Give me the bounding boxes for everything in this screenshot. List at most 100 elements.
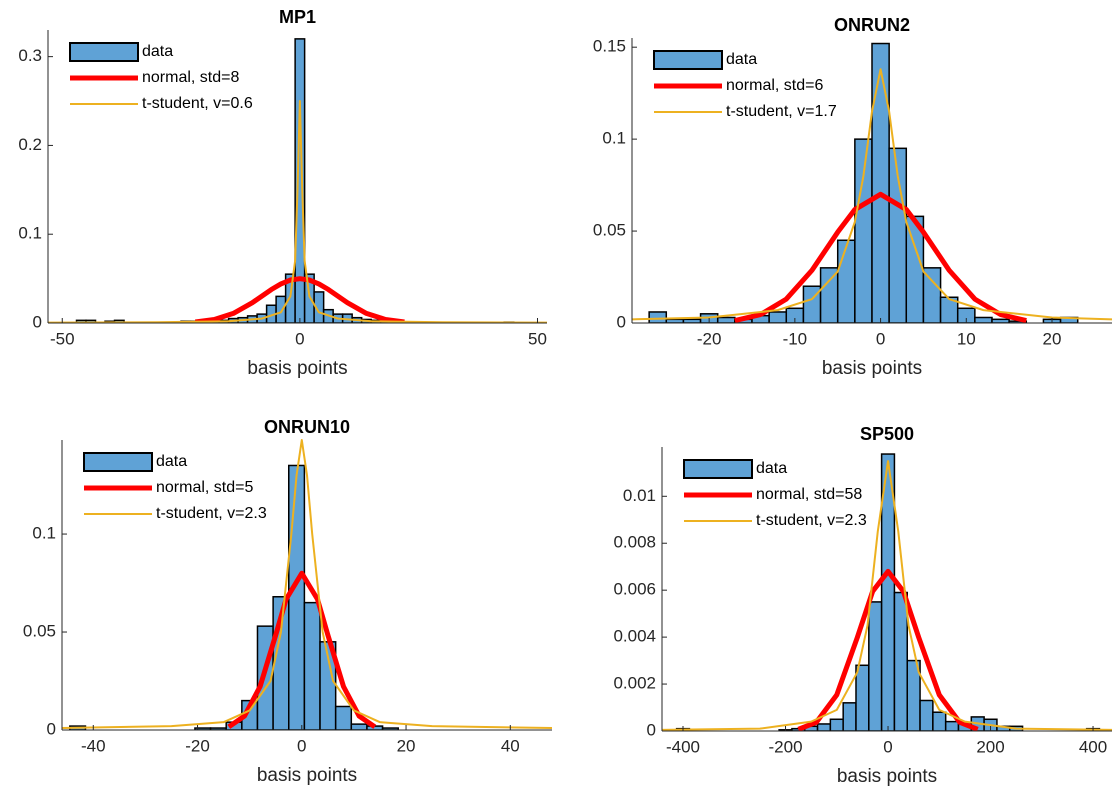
legend-swatch xyxy=(69,42,139,62)
subplot: -50 0 50 0 0.1 0.2 0.3 MP1 basis points data norma… xyxy=(18,7,547,379)
histogram-bar xyxy=(854,138,873,323)
legend-label: t-student, v=2.3 xyxy=(756,512,867,529)
legend-label: normal, std=5 xyxy=(156,479,253,496)
legend-swatch xyxy=(653,50,723,70)
x-tick-label: 200 xyxy=(976,737,1004,756)
legend-label: data xyxy=(156,453,187,470)
y-tick-label: 0.008 xyxy=(613,533,656,552)
y-tick-label: 0.3 xyxy=(18,46,42,65)
histogram-bar xyxy=(716,316,736,323)
legend-label: t-student, v=2.3 xyxy=(156,505,267,522)
histogram-bar xyxy=(334,705,353,730)
histogram-bar xyxy=(819,267,839,323)
y-tick-label: 0.004 xyxy=(613,627,656,646)
histogram-bar xyxy=(836,239,856,323)
histogram-bar xyxy=(288,464,306,730)
histogram-bar xyxy=(922,267,942,323)
chart-title: ONRUN10 xyxy=(264,417,350,437)
plot-area xyxy=(632,42,1112,323)
histogram-bar xyxy=(855,664,870,731)
plot-area xyxy=(62,439,552,730)
histogram-bar xyxy=(816,723,832,731)
x-axis-label: basis points xyxy=(257,765,357,786)
x-tick-label: 20 xyxy=(1043,329,1062,348)
chart-title: SP500 xyxy=(860,424,914,444)
x-tick-label: -50 xyxy=(50,329,75,348)
histogram-bar xyxy=(682,318,702,323)
chart-title: MP1 xyxy=(279,7,316,27)
x-tick-label: -40 xyxy=(81,736,106,755)
histogram-bar xyxy=(868,601,883,731)
legend-label: t-student, v=1.7 xyxy=(726,103,837,120)
x-tick-label: -20 xyxy=(185,736,210,755)
legend-label: data xyxy=(726,51,757,68)
x-tick-label: 400 xyxy=(1079,737,1107,756)
histogram-bar xyxy=(932,711,947,731)
x-tick-label: 10 xyxy=(957,329,976,348)
curve xyxy=(797,568,979,731)
histogram-bar xyxy=(303,601,321,730)
histogram-bar xyxy=(944,720,960,731)
curve xyxy=(62,439,552,730)
curve xyxy=(632,68,1112,321)
curve xyxy=(48,100,547,323)
y-tick-label: 0 xyxy=(33,312,42,331)
histogram-bar xyxy=(893,591,908,731)
histogram-bar xyxy=(313,291,325,323)
x-tick-label: 0 xyxy=(295,329,304,348)
x-tick-label: 40 xyxy=(501,736,520,755)
chart-title: ONRUN2 xyxy=(834,15,910,35)
subplot: -40 -20 0 20 40 0 0.05 0.1 ONRUN10 basis points da… xyxy=(23,417,552,786)
y-tick-label: 0 xyxy=(647,720,656,739)
plot-area xyxy=(48,38,547,323)
legend-label: normal, std=58 xyxy=(756,486,862,503)
histogram-bar xyxy=(768,311,788,323)
histogram-bar xyxy=(906,659,921,731)
y-tick-label: 0.002 xyxy=(613,674,656,693)
legend-label: data xyxy=(142,43,173,60)
legend-label: normal, std=8 xyxy=(142,69,239,86)
plot-area xyxy=(662,453,1112,731)
y-tick-label: 0.05 xyxy=(23,622,56,641)
curve xyxy=(662,460,1112,731)
x-tick-label: -200 xyxy=(769,737,803,756)
histogram-bar xyxy=(974,316,993,323)
x-tick-label: 50 xyxy=(528,329,547,348)
histogram-bar xyxy=(648,311,668,323)
curve xyxy=(734,191,1027,323)
curve xyxy=(227,570,377,729)
y-tick-label: 0.15 xyxy=(593,37,626,56)
x-tick-label: 0 xyxy=(883,737,892,756)
x-tick-label: 0 xyxy=(876,329,885,348)
x-tick-label: -20 xyxy=(697,329,722,348)
y-tick-label: 0.2 xyxy=(18,135,42,154)
y-tick-label: 0 xyxy=(47,719,56,738)
histogram-bar xyxy=(275,295,287,323)
histogram-bar xyxy=(350,723,368,730)
y-tick-label: 0.01 xyxy=(623,486,656,505)
x-tick-label: 20 xyxy=(397,736,416,755)
x-axis-label: basis points xyxy=(247,358,347,379)
curve xyxy=(194,276,405,323)
subplot: -400 -200 0 200 400 0 0.002 0.004 0.006 0.008 0.01… xyxy=(613,424,1112,787)
y-tick-label: 0 xyxy=(617,312,626,331)
histogram-bar xyxy=(919,699,934,731)
histogram-bar xyxy=(829,718,844,731)
histogram-bar xyxy=(842,702,857,731)
y-tick-label: 0.1 xyxy=(602,129,626,148)
x-tick-label: -400 xyxy=(666,737,700,756)
x-tick-label: 0 xyxy=(297,736,306,755)
y-tick-label: 0.1 xyxy=(18,224,42,243)
legend-swatch xyxy=(83,452,153,472)
histogram-bar xyxy=(294,38,306,323)
x-axis-label: basis points xyxy=(822,358,922,379)
x-tick-label: -10 xyxy=(783,329,808,348)
subplot: -20 -10 0 10 20 0 0.05 0.1 0.15 ONRUN2 basis point… xyxy=(593,15,1112,379)
histogram-bar xyxy=(871,42,890,323)
y-tick-label: 0.006 xyxy=(613,580,656,599)
histogram-bar xyxy=(991,318,1010,323)
legend-label: normal, std=6 xyxy=(726,77,823,94)
y-tick-label: 0.05 xyxy=(593,221,626,240)
